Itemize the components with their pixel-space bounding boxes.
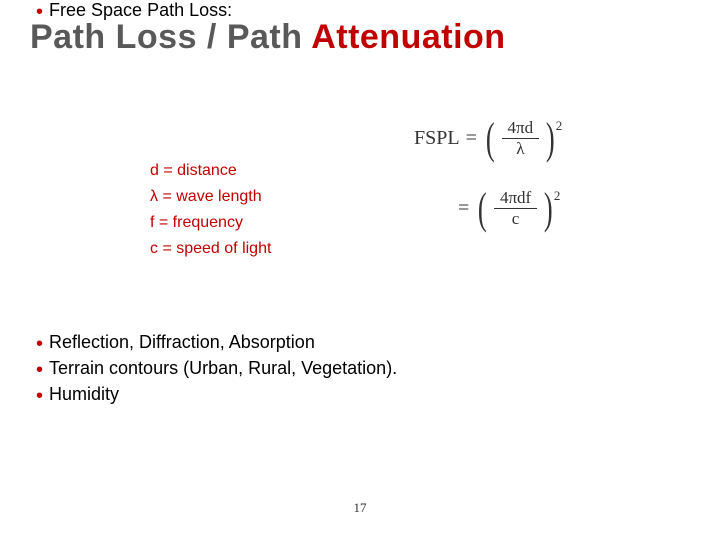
bullet-list-2: • Reflection, Diffraction, Absorption • …: [36, 332, 397, 410]
bullet-icon: •: [36, 334, 43, 354]
bullet-item: • Free Space Path Loss:: [36, 0, 232, 22]
page-number: 17: [354, 500, 367, 516]
equals-sign: =: [466, 127, 477, 150]
bullet-icon: •: [36, 386, 43, 406]
formula-lhs: FSPL: [414, 127, 460, 150]
bullet-icon: •: [36, 360, 43, 380]
numerator: 4πd: [502, 118, 540, 139]
bullet-item: • Reflection, Diffraction, Absorption: [36, 332, 397, 354]
paren-left-icon: (: [478, 189, 487, 229]
denominator: λ: [510, 139, 530, 159]
fraction: 4πdf c: [494, 188, 537, 229]
formula-fspl-1: FSPL = ( 4πd λ ) 2: [414, 118, 562, 159]
paren-right-icon: ): [546, 119, 555, 159]
bullet-text: Free Space Path Loss:: [49, 0, 232, 21]
bullet-icon: •: [36, 2, 43, 22]
bullet-list-1: • Free Space Path Loss:: [36, 0, 232, 26]
bullet-text: Humidity: [49, 384, 119, 405]
bullet-item: • Humidity: [36, 384, 397, 406]
equals-sign: =: [458, 197, 469, 220]
fraction: 4πd λ: [502, 118, 540, 159]
bullet-text: Reflection, Diffraction, Absorption: [49, 332, 315, 353]
paren-right-icon: ): [544, 189, 553, 229]
denominator: c: [506, 209, 526, 229]
formula-fspl-2: = ( 4πdf c ) 2: [452, 188, 560, 229]
title-part-red: Attenuation: [311, 18, 505, 56]
def-d: d = distance: [150, 162, 271, 180]
exponent: 2: [556, 118, 563, 134]
paren-left-icon: (: [486, 119, 495, 159]
def-f: f = frequency: [150, 214, 271, 232]
def-lambda: λ = wave length: [150, 188, 271, 206]
definition-list: d = distance λ = wave length f = frequen…: [150, 162, 271, 266]
exponent: 2: [554, 188, 561, 204]
bullet-item: • Terrain contours (Urban, Rural, Vegeta…: [36, 358, 397, 380]
bullet-text: Terrain contours (Urban, Rural, Vegetati…: [49, 358, 397, 379]
def-c: c = speed of light: [150, 240, 271, 258]
numerator: 4πdf: [494, 188, 537, 209]
